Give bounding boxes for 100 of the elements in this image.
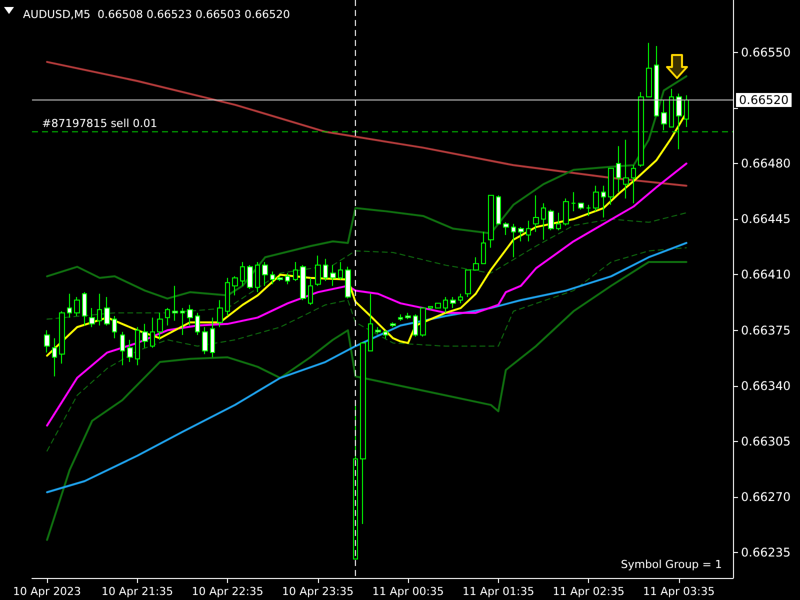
- candlestick: [150, 317, 155, 348]
- candlestick: [210, 317, 215, 358]
- candlestick: [473, 256, 479, 270]
- candlestick: [458, 293, 463, 304]
- candlestick: [187, 304, 193, 326]
- candlestick: [571, 192, 576, 212]
- annotation: Symbol Group = 1: [620, 558, 722, 571]
- y-tick-label: 0.66410: [741, 268, 791, 282]
- y-tick-label: 0.66270: [741, 490, 791, 504]
- candlestick: [518, 226, 524, 242]
- candlestick: [97, 293, 102, 326]
- candlestick: [676, 93, 682, 150]
- x-tick-label: 11 Apr 01:35: [462, 585, 534, 598]
- y-tick-label: 0.66375: [741, 323, 791, 338]
- y-tick-label: 0.66235: [741, 546, 791, 560]
- y-tick-label: 0.66445: [741, 212, 791, 226]
- candlestick: [293, 262, 298, 282]
- candlestick: [563, 198, 569, 226]
- candlestick: [165, 308, 170, 326]
- candlestick: [578, 202, 584, 210]
- candlestick: [202, 326, 208, 355]
- candlestick: [217, 300, 223, 328]
- candlestick: [262, 262, 268, 286]
- candlestick: [338, 262, 343, 280]
- candlestick: [654, 46, 659, 116]
- candlestick: [503, 222, 509, 236]
- candlestick: [52, 338, 57, 377]
- candlestick: [661, 100, 667, 131]
- candlestick: [142, 323, 148, 348]
- line-series: [46, 212, 687, 320]
- candlestick: [398, 314, 403, 322]
- candlestick: [623, 139, 629, 199]
- line-series: [46, 162, 688, 427]
- ref-line-label: #87197815 sell 0.01: [42, 116, 158, 130]
- candlestick: [684, 94, 689, 128]
- line-series: [46, 247, 687, 452]
- candlestick: [104, 296, 110, 326]
- candlestick: [157, 312, 163, 340]
- candlestick: [89, 308, 95, 328]
- candlestick: [232, 276, 238, 296]
- candlestick: [368, 293, 373, 352]
- candlestick: [533, 194, 539, 232]
- candlestick: [390, 322, 396, 328]
- y-tick-label: 0.66550: [741, 45, 791, 60]
- candlestick: [285, 272, 290, 285]
- candlestick: [413, 314, 418, 338]
- candlestick: [315, 255, 321, 286]
- candlestick: [405, 312, 411, 320]
- candlestick: [496, 194, 501, 224]
- candlestick: [601, 185, 606, 218]
- line-series: [46, 242, 688, 494]
- y-tick-label: 0.66340: [741, 378, 791, 393]
- candlestick: [308, 277, 313, 306]
- candlestick: [541, 202, 546, 240]
- candlestick: [277, 276, 283, 282]
- candlestick: [669, 88, 674, 128]
- candlestick: [593, 185, 599, 212]
- candlestick: [135, 326, 140, 366]
- x-tick-label: 11 Apr 02:35: [552, 585, 624, 598]
- candlestick: [383, 330, 388, 339]
- candlestick: [225, 277, 230, 316]
- candlestick: [247, 264, 253, 290]
- candlestick: [240, 262, 245, 286]
- candlestick: [323, 258, 328, 282]
- x-tick-label: 10 Apr 23:35: [282, 585, 354, 598]
- candlestick: [586, 204, 591, 216]
- candlestick: [608, 168, 614, 206]
- candlestick: [300, 264, 306, 301]
- candlestick: [345, 266, 351, 300]
- candlestick: [74, 296, 80, 316]
- x-tick-label: 10 Apr 22:35: [192, 585, 264, 598]
- ref-line-label: 0.66520: [739, 93, 789, 108]
- y-tick-label: 0.66305: [741, 434, 791, 448]
- candlestick: [420, 308, 426, 338]
- x-tick-label: 11 Apr 00:35: [372, 585, 444, 598]
- candlestick: [638, 92, 644, 168]
- candlestick: [375, 326, 381, 334]
- candlestick: [450, 296, 456, 309]
- candlestick: [195, 312, 200, 336]
- candlestick: [180, 308, 185, 336]
- candlestick: [428, 306, 433, 310]
- candlestick: [548, 209, 554, 231]
- candlestick: [270, 271, 275, 285]
- text: AUDUSD,M5 0.66508 0.66523 0.66503 0.66520: [23, 8, 290, 21]
- candlestick: [481, 231, 486, 264]
- candlestick: [443, 296, 448, 314]
- candlestick: [646, 42, 652, 98]
- candlestick: [255, 262, 260, 293]
- candlestick: [526, 220, 531, 242]
- y-tick-label: 0.66480: [741, 156, 791, 171]
- x-tick-label: 11 Apr 03:35: [642, 585, 715, 598]
- candlestick: [616, 146, 621, 193]
- candlestick: [488, 194, 494, 248]
- candlestick: [360, 342, 366, 525]
- candlestick: [631, 164, 636, 204]
- candlestick: [127, 339, 133, 363]
- candlestick: [67, 293, 72, 318]
- candlestick: [172, 285, 178, 322]
- x-tick-label: 10 Apr 2023: [13, 585, 82, 598]
- candlestick: [556, 212, 561, 231]
